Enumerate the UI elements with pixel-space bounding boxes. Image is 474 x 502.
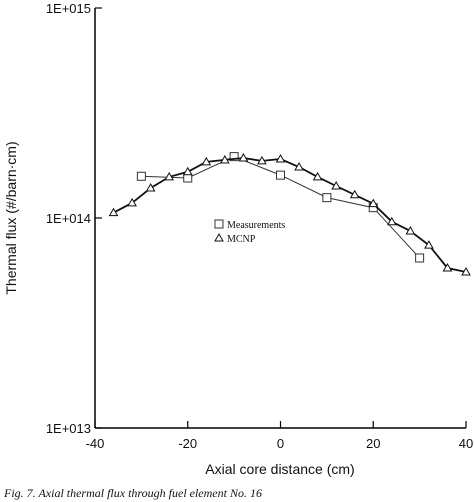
- marker: [461, 267, 471, 276]
- marker: [368, 198, 379, 208]
- marker: [201, 156, 212, 166]
- marker: [164, 171, 175, 181]
- marker: [424, 240, 434, 249]
- marker: [442, 262, 453, 272]
- x-axis-title: Axial core distance (cm): [205, 461, 354, 477]
- marker: [275, 153, 286, 163]
- marker: [238, 153, 249, 162]
- y-tick-label: 1E+014: [46, 211, 91, 226]
- series-line: [113, 157, 467, 273]
- marker: [312, 171, 323, 181]
- marker: [405, 226, 416, 235]
- marker: [145, 182, 156, 192]
- marker: [182, 166, 193, 176]
- marker: [322, 193, 332, 203]
- marker: [127, 197, 137, 207]
- marker: [276, 170, 285, 180]
- legend-marker: [214, 232, 224, 242]
- marker: [349, 189, 360, 199]
- legend-marker: [214, 219, 224, 229]
- x-tick-label: 40: [459, 436, 473, 451]
- y-tick-label: 1E+013: [46, 421, 91, 436]
- caption: Fig. 7. Axial thermal flux through fuel …: [3, 486, 262, 500]
- legend-label: MCNP: [227, 234, 256, 245]
- marker: [136, 171, 146, 181]
- marker: [415, 253, 425, 263]
- x-tick-label: 0: [277, 436, 284, 451]
- marker: [219, 154, 230, 164]
- marker: [386, 216, 397, 226]
- marker: [108, 207, 119, 217]
- y-tick-label: 1E+015: [46, 1, 91, 16]
- legend-label: Measurements: [227, 220, 285, 231]
- x-tick-label: 20: [366, 436, 380, 451]
- x-tick-label: -40: [86, 436, 105, 451]
- marker: [331, 181, 342, 190]
- y-axis-title: Thermal flux (#/barn·cm): [3, 141, 19, 294]
- marker: [229, 152, 239, 162]
- marker: [294, 161, 304, 171]
- marker: [257, 155, 267, 165]
- x-tick-label: -20: [178, 436, 197, 451]
